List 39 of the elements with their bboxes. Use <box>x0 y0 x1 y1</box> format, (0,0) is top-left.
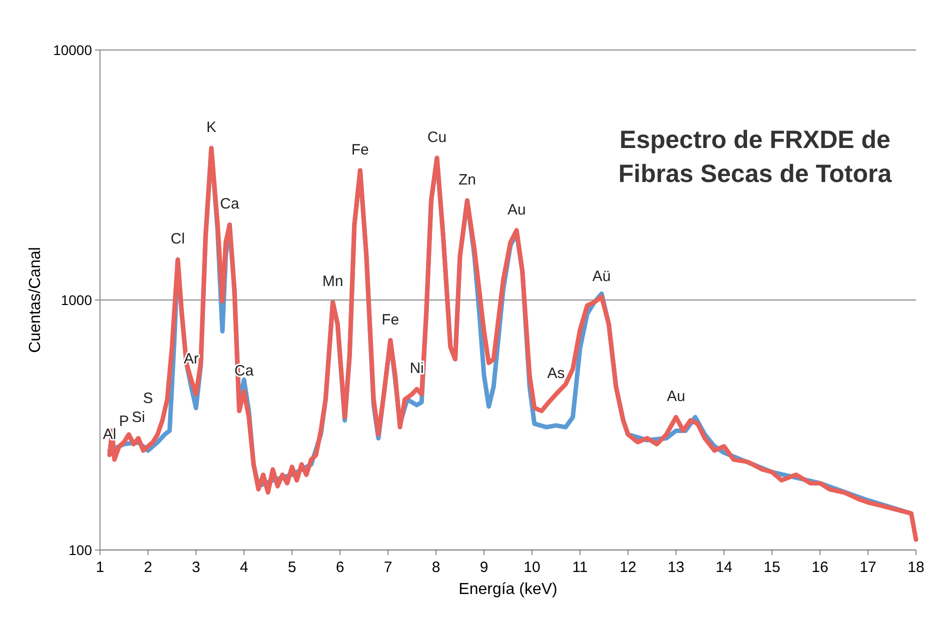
x-tick-label: 7 <box>384 559 392 576</box>
x-tick-label: 13 <box>668 559 684 576</box>
x-tick-label: 10 <box>524 559 540 576</box>
annotation: Au <box>666 388 686 406</box>
x-tick-label: 2 <box>144 559 152 576</box>
x-tick-label: 4 <box>240 559 248 576</box>
annotation: Ca <box>220 196 240 213</box>
annotation: K <box>206 119 216 136</box>
x-tick-label: 14 <box>716 559 732 576</box>
x-tick-label: 18 <box>908 559 924 576</box>
annotation: Cu <box>427 128 447 146</box>
x-tick-label: 5 <box>288 559 296 576</box>
annotation: Aü <box>592 268 611 285</box>
annotation: Si <box>132 409 146 426</box>
y-tick-label: 1000 <box>60 292 92 308</box>
annotation: P <box>118 413 130 430</box>
x-tick-label: 11 <box>572 559 588 576</box>
x-tick-label: 17 <box>860 559 876 576</box>
annotation: S <box>142 390 154 408</box>
x-tick-label: 16 <box>812 559 828 576</box>
annotation: As <box>547 365 565 382</box>
x-tick-label: 8 <box>432 559 440 576</box>
text: Espectro de FRXDE de Fibras Secas de Totora <box>618 126 893 188</box>
annotation: Zn <box>458 171 476 188</box>
x-tick-label: 12 <box>620 559 636 576</box>
annotation: Cl <box>170 230 185 248</box>
x-tick-label: 15 <box>764 559 780 576</box>
annotation: Mn <box>322 273 344 290</box>
x-tick-label: 3 <box>192 559 200 576</box>
x-tick-label: 1 <box>96 559 104 576</box>
annotation: Fe <box>351 141 369 158</box>
x-axis-title: Energía (keV) <box>458 581 558 598</box>
annotation: Au <box>507 201 526 218</box>
x-tick-label: 9 <box>480 559 488 576</box>
y-tick-label: 10000 <box>53 42 92 58</box>
y-axis-title: Cuentas/Canal <box>27 247 44 353</box>
x-tick-label: 6 <box>336 559 344 576</box>
annotation: Fe <box>382 311 400 328</box>
y-tick-label: 100 <box>68 542 92 558</box>
